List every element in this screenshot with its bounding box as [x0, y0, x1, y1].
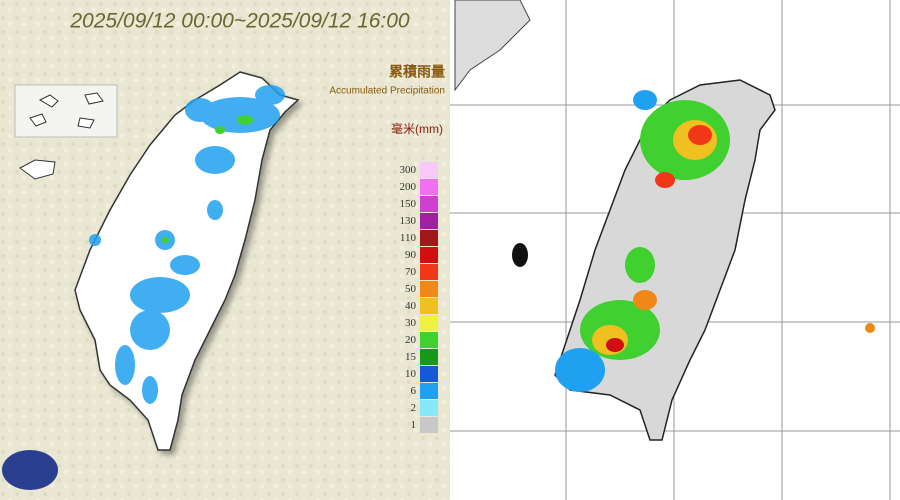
legend-label: 130: [400, 215, 417, 227]
legend-label: 90: [405, 249, 417, 261]
legend-label: 20: [405, 334, 417, 346]
legend-label: 150: [400, 198, 417, 210]
legend-label: 10: [405, 368, 417, 380]
legend-title: 累積雨量: [389, 64, 445, 80]
legend-label: 6: [411, 385, 417, 397]
logo: [2, 450, 58, 490]
legend-swatch: [420, 315, 438, 331]
legend-label: 30: [405, 317, 417, 329]
radar-echoes: [512, 90, 875, 392]
legend-swatch: [420, 383, 438, 399]
legend-swatch: [420, 298, 438, 314]
islands-box: [14, 84, 118, 138]
legend-label: 1: [411, 419, 417, 431]
mainland-coast: [454, 0, 531, 92]
legend-label: 200: [400, 181, 417, 193]
legend-swatch: [420, 162, 438, 178]
legend-swatch: [420, 281, 438, 297]
legend-subtitle: Accumulated Precipitation: [329, 86, 445, 97]
legend-label: 50: [405, 283, 417, 295]
legend-swatch: [420, 196, 438, 212]
legend-label: 110: [400, 232, 417, 244]
rain-areas-heavy: [161, 115, 253, 243]
legend-label: 40: [405, 300, 417, 312]
legend-label: 15: [405, 351, 417, 363]
legend-swatch: [420, 247, 438, 263]
legend-swatch: [420, 230, 438, 246]
legend-swatch: [420, 400, 438, 416]
legend-swatch: [420, 332, 438, 348]
rain-areas: [89, 85, 285, 404]
islands: [29, 92, 104, 129]
legend-unit: 毫米(mm): [391, 121, 443, 136]
legend-label: 70: [405, 266, 417, 278]
legend-swatch: [420, 366, 438, 382]
legend-swatch: [420, 264, 438, 280]
title: 2025/09/12 00:00~2025/09/12 16:00: [69, 10, 410, 33]
legend-label: 300: [400, 164, 417, 176]
legend-swatch: [420, 417, 438, 433]
legend-swatch: [420, 349, 438, 365]
legend-label: 2: [411, 402, 417, 414]
legend-swatch: [420, 213, 438, 229]
legend-swatch: [420, 179, 438, 195]
islands: [19, 159, 56, 180]
legend: 300 200 150 130 110 90 70 50 40 30 20 15 10 6 2 1: [400, 162, 438, 433]
